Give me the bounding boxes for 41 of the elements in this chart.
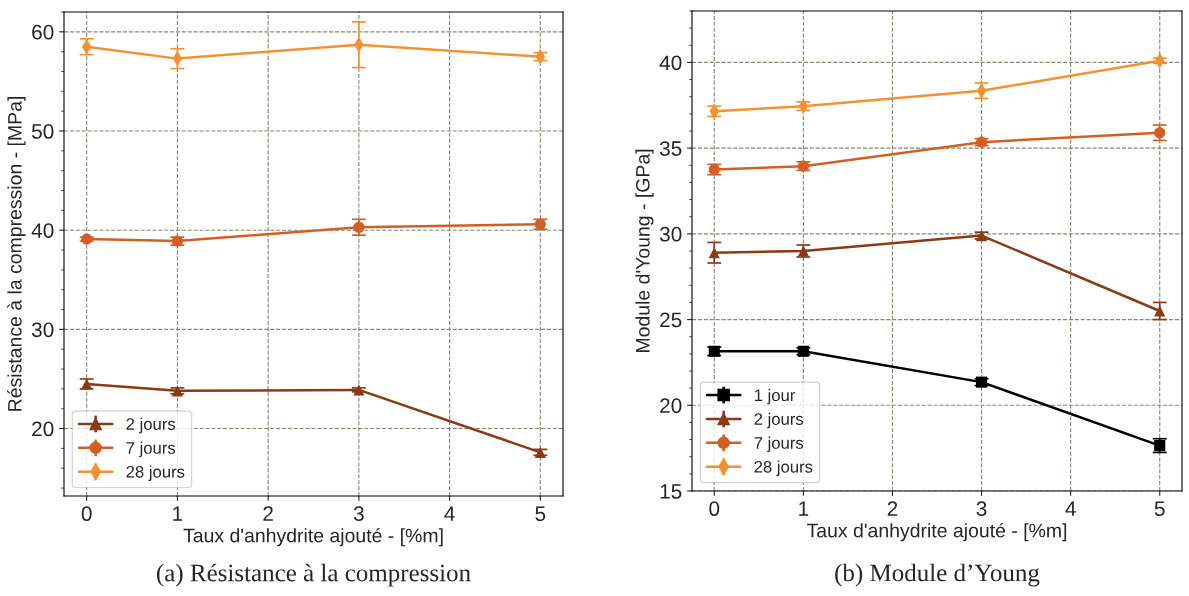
y-axis-title: Résistance à la compression - [MPa] <box>7 97 26 411</box>
y-tick-label: 20 <box>32 421 54 437</box>
point <box>1154 305 1166 317</box>
y-tick-label: 40 <box>31 223 54 238</box>
x-axis-title: Taux d'anhydrite ajouté - [%m] <box>806 522 1067 542</box>
legend-label: 2 jours <box>754 412 804 429</box>
x-tick-label: 2 <box>263 506 273 521</box>
x-tick-label: 4 <box>444 506 455 521</box>
text: (a) Résistance à la compression <box>157 563 471 587</box>
point <box>171 385 183 397</box>
x-axis-title: Taux d'anhydrite ajouté - [%m] <box>183 527 443 547</box>
legend-label: 28 jours <box>754 460 813 476</box>
legend-label: 7 jours <box>754 436 804 453</box>
y-tick-label: 15 <box>660 484 682 499</box>
x-tick-label: 5 <box>1154 501 1165 517</box>
y-tick-label: 50 <box>31 124 54 139</box>
y-tick-label: 30 <box>659 226 682 242</box>
y-tick-label: 40 <box>659 55 682 71</box>
y-tick-label: 60 <box>32 24 54 40</box>
y-tick-label: 35 <box>659 141 682 156</box>
x-tick-label: 1 <box>173 506 183 521</box>
text: (b) Module d’Young <box>835 563 1040 587</box>
legend-label: 7 jours <box>126 441 176 458</box>
y-tick-label: 25 <box>660 312 682 328</box>
x-tick-label: 1 <box>799 501 809 516</box>
legend-label: 1 jour <box>754 388 796 405</box>
y-axis-title: Module d'Young - [GPa] <box>635 149 654 352</box>
x-tick-label: 3 <box>353 506 364 522</box>
x-tick-label: 3 <box>976 501 987 517</box>
x-tick-label: 4 <box>1065 501 1076 516</box>
x-tick-label: 0 <box>81 506 92 522</box>
point <box>353 384 365 396</box>
y-tick-label: 30 <box>31 322 54 338</box>
y-tick-label: 20 <box>660 398 682 414</box>
x-tick-label: 5 <box>535 506 546 522</box>
legend-label: 2 jours <box>126 417 176 434</box>
x-tick-label: 2 <box>887 501 898 516</box>
point <box>797 345 809 357</box>
x-tick-label: 0 <box>709 501 720 517</box>
point <box>534 446 546 458</box>
legend-label: 28 jours <box>126 465 185 481</box>
